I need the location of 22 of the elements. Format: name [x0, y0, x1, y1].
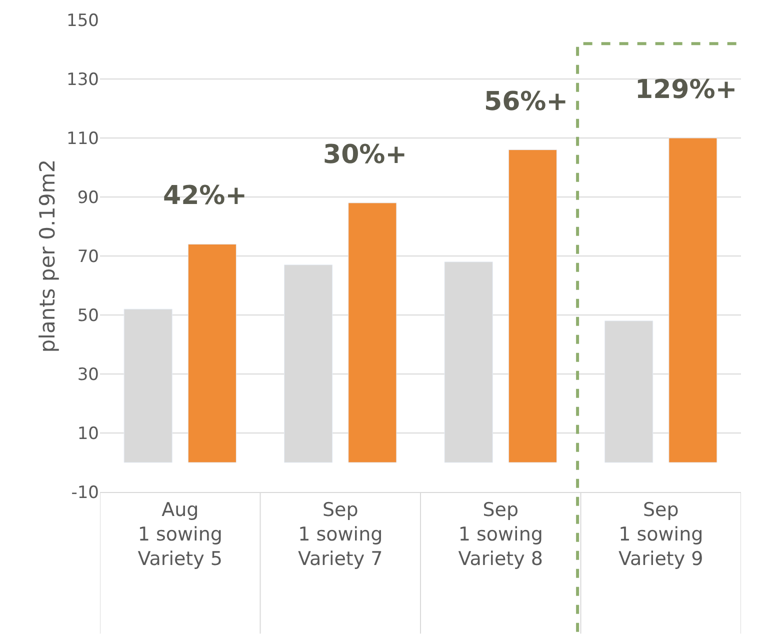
y-tick-label: 30: [77, 364, 99, 385]
annotation: 42%+: [163, 181, 248, 211]
x-tick-label: Aug 1 sowing Variety 5: [138, 498, 223, 570]
y-tick-label: 130: [66, 70, 99, 90]
y-tick-label: 150: [66, 10, 99, 31]
y-tick-label: 10: [77, 424, 99, 444]
y-tick-label: 50: [77, 306, 99, 326]
bar: [508, 150, 557, 463]
bar: [188, 244, 236, 463]
y-tick-label: 90: [77, 188, 99, 208]
bar: [668, 138, 718, 463]
x-tick-label: Sep 1 sowing Variety 8: [458, 498, 544, 570]
x-tick-label: Sep 1 sowing Variety 9: [618, 498, 704, 570]
y-tick-label: 70: [77, 246, 99, 267]
bar: [348, 202, 397, 463]
annotation: 30%+: [323, 140, 408, 170]
annotation: 129%+: [635, 75, 738, 105]
y-tick-label: -10: [71, 482, 99, 503]
y-tick-label: 110: [66, 128, 99, 149]
annotation: 56%+: [484, 87, 568, 117]
y-axis-title: plants per 0.19m2: [36, 159, 60, 353]
x-tick-label: Sep 1 sowing Variety 7: [298, 498, 383, 570]
